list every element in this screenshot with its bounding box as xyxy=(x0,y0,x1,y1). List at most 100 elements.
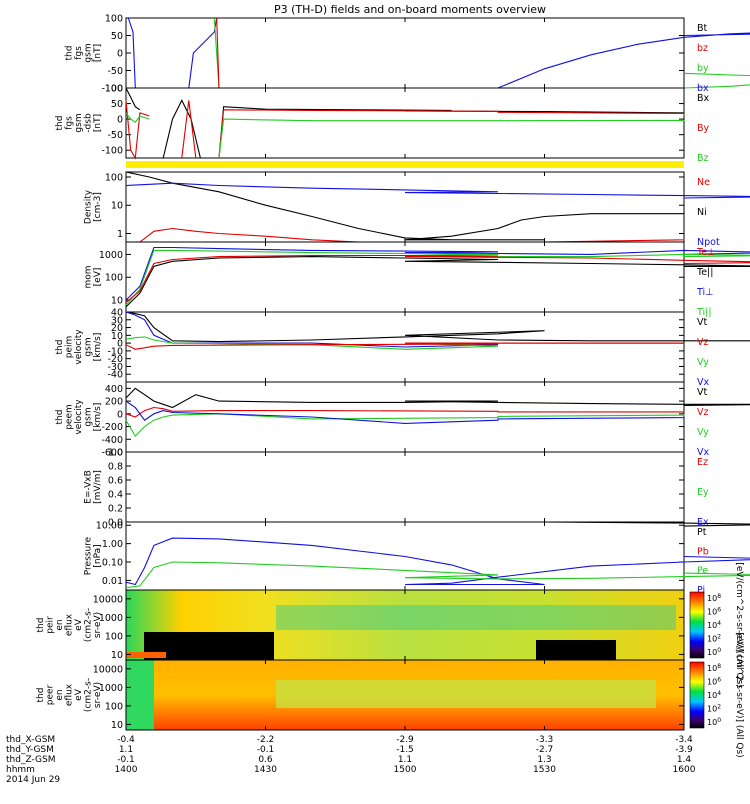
legend-ti: Ti⊥ xyxy=(696,287,713,298)
y-axis-label: peem xyxy=(65,404,75,430)
y-axis-label: [eV] xyxy=(93,268,103,287)
y-axis-label: [nPa] xyxy=(93,544,103,567)
series-npot-line xyxy=(126,183,750,198)
electron-spectrogram-early xyxy=(126,660,154,730)
legend-ne: Ne xyxy=(697,177,710,188)
legend-bz: bz xyxy=(697,43,708,54)
y-tick-label: 100 xyxy=(105,701,123,712)
y-axis-label: sr-eV) xyxy=(93,612,103,638)
colorbar-tick-label: 102 xyxy=(707,634,721,644)
y-tick-label: 10000 xyxy=(93,664,123,675)
colorbar-tick-label: 106 xyxy=(707,607,721,617)
y-tick-label: 50 xyxy=(111,31,123,42)
legend-pt: Pt xyxy=(697,527,707,538)
colorbar-9 xyxy=(690,592,704,658)
legend-bz: Bz xyxy=(697,153,709,164)
legend-te: Te|| xyxy=(696,267,713,278)
series-bx-line xyxy=(126,88,140,110)
y-tick-label: 0.01 xyxy=(102,576,123,587)
y-axis-label: [cm-3] xyxy=(93,192,103,222)
y-tick-label: 100 xyxy=(105,84,123,95)
y-axis-label: thd xyxy=(55,410,65,425)
y-tick-label: 0.8 xyxy=(108,462,123,473)
y-tick-label: 10 xyxy=(111,650,123,661)
axis-row-value: -0.1 xyxy=(257,745,275,755)
series-by-line xyxy=(684,73,750,88)
y-tick-label: 1000 xyxy=(99,250,123,261)
axis-row-value: 1500 xyxy=(394,765,417,775)
y-tick-label: 100 xyxy=(105,273,123,284)
y-axis-label: eflux xyxy=(65,613,75,636)
legend-vt: Vt xyxy=(697,387,707,398)
y-axis-label: eflux xyxy=(65,683,75,706)
series-vt-line xyxy=(126,312,750,342)
y-tick-label: 100 xyxy=(105,172,123,183)
legend-vy: Vy xyxy=(697,357,709,368)
axis-row-label: thd_Z-GSM xyxy=(6,755,55,765)
series-vt-line xyxy=(126,388,750,407)
ion-spectrogram-dark-band-2 xyxy=(536,640,616,660)
axis-row-value: 1600 xyxy=(673,765,696,775)
series-bx-line xyxy=(498,32,750,88)
y-tick-label: 0.2 xyxy=(108,504,123,515)
y-tick-label: 100 xyxy=(105,631,123,642)
y-tick-label: 10 xyxy=(111,720,123,731)
y-axis-label: [km/s] xyxy=(93,333,103,362)
panel-frame xyxy=(126,452,684,522)
y-tick-label: 50 xyxy=(111,99,123,110)
y-tick-label: -40 xyxy=(107,370,123,381)
colorbar-tick-label: 108 xyxy=(707,593,721,603)
colorbar-10 xyxy=(690,662,704,728)
y-tick-label: 0 xyxy=(117,115,123,126)
legend-by: by xyxy=(697,63,709,74)
axis-row-value: 1430 xyxy=(254,765,277,775)
y-tick-label: 10 xyxy=(111,296,123,307)
legend-vy: Vy xyxy=(697,427,709,438)
y-axis-label: thd xyxy=(55,116,65,131)
ion-spectrogram-band xyxy=(276,605,676,630)
y-axis-label: -dsb xyxy=(84,113,94,133)
y-axis-label: eV xyxy=(74,688,84,701)
series-vy-line xyxy=(126,414,684,436)
electron-spectrogram-band xyxy=(276,680,656,708)
axis-row-value: 1530 xyxy=(533,765,556,775)
axis-row-label: thd_X-GSM xyxy=(6,735,55,745)
y-axis-label: thd xyxy=(36,618,46,633)
legend-ez: Ez xyxy=(697,457,708,468)
y-tick-label: 1.00 xyxy=(102,539,123,550)
y-axis-label: thd xyxy=(65,46,75,61)
y-axis-label: fgs xyxy=(74,46,84,60)
y-axis-label: thd xyxy=(36,688,46,703)
legend-ey: Ey xyxy=(697,487,709,498)
y-axis-label: (cm2-s- xyxy=(84,678,94,712)
y-axis-label: peer xyxy=(46,684,56,705)
series-pt-line xyxy=(545,522,750,526)
y-tick-label: 0.4 xyxy=(108,490,123,501)
series-te-line xyxy=(126,257,750,307)
y-axis-label: [nT] xyxy=(93,114,103,132)
colorbar-tick-label: 102 xyxy=(707,704,721,714)
series-bx-line xyxy=(189,18,217,88)
y-axis-label: velocity xyxy=(74,329,84,365)
axis-row-value: -2.9 xyxy=(396,735,414,745)
y-tick-label: -50 xyxy=(107,66,123,77)
axis-row-value: 0.6 xyxy=(258,755,273,765)
axis-row-value: -3.9 xyxy=(675,745,693,755)
y-axis-label: [mV/m] xyxy=(93,470,103,504)
y-axis-label: mom xyxy=(84,265,94,288)
y-tick-label: -400 xyxy=(101,435,123,446)
y-tick-label: 1 xyxy=(117,229,123,240)
y-tick-label: 0 xyxy=(117,49,123,60)
ion-spectrogram-low-energy xyxy=(126,652,166,658)
y-tick-label: 0.6 xyxy=(108,476,123,487)
panel-frame xyxy=(126,172,684,242)
panel-frame xyxy=(126,88,684,158)
legend-te: Te⊥ xyxy=(696,247,715,258)
